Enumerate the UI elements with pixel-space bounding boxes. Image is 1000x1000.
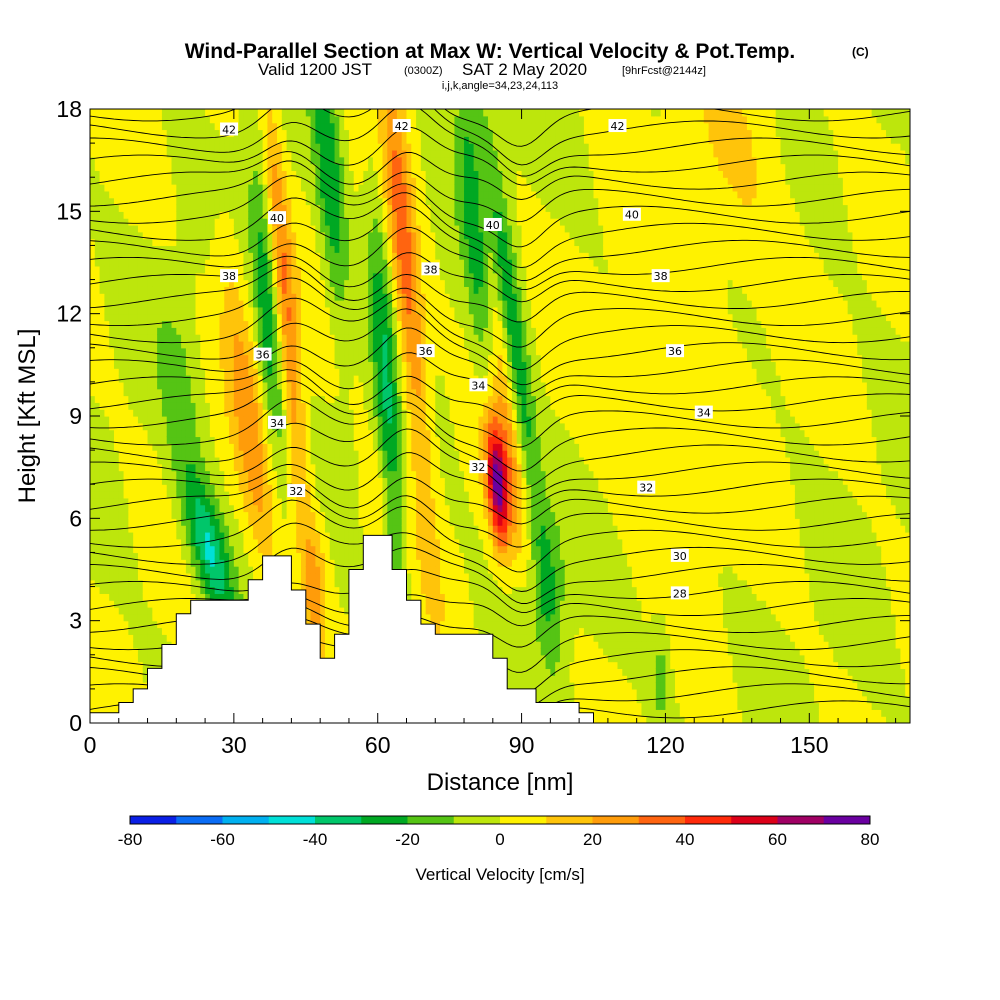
contour-label: 30 xyxy=(670,548,689,563)
contour-label-text: 38 xyxy=(654,270,668,283)
colorbar-swatch xyxy=(268,816,316,824)
y-tick-label: 3 xyxy=(69,608,82,634)
contour-label-text: 28 xyxy=(673,587,687,600)
colorbar-swatch xyxy=(407,816,455,824)
contour-label: 40 xyxy=(268,211,287,225)
contour-label-text: 34 xyxy=(270,417,284,430)
colorbar-label: Vertical Velocity [cm/s] xyxy=(415,865,584,884)
contour-label-text: 40 xyxy=(625,209,639,222)
svg-text:(0300Z): (0300Z) xyxy=(404,65,443,77)
contour-label: 34 xyxy=(469,378,488,392)
x-tick-label: 30 xyxy=(221,732,247,758)
contour-label-text: 32 xyxy=(639,482,653,495)
y-tick-label: 15 xyxy=(56,198,82,224)
chart-title: Wind-Parallel Section at Max W: Vertical… xyxy=(185,40,796,63)
contour-label-text: 38 xyxy=(423,263,437,276)
contour-label: 28 xyxy=(670,586,689,600)
y-tick-label: 6 xyxy=(69,505,82,531)
x-tick-label: 0 xyxy=(84,732,97,758)
contour-label: 42 xyxy=(220,122,239,136)
contour-label-text: 42 xyxy=(395,120,409,133)
x-tick-label: 60 xyxy=(365,732,391,758)
svg-text:Valid 1200 JST: Valid 1200 JST xyxy=(258,60,372,79)
x-tick-label: 150 xyxy=(790,732,828,758)
colorbar-tick-label: -40 xyxy=(303,830,328,849)
contour-label: 32 xyxy=(469,460,488,474)
colorbar-tick-label: -20 xyxy=(395,830,420,849)
colorbar-tick-label: -80 xyxy=(118,830,143,849)
y-axis-label: Height [Kft MSL] xyxy=(14,329,41,504)
y-tick-label: 18 xyxy=(56,96,82,122)
contour-label: 36 xyxy=(666,344,685,358)
colorbar-tick-label: 0 xyxy=(495,830,504,849)
colorbar-swatch xyxy=(546,816,593,824)
contour-label: 40 xyxy=(622,207,641,222)
x-tick-label: 90 xyxy=(509,732,535,758)
colorbar-swatch xyxy=(361,816,408,824)
colorbar-swatch xyxy=(823,816,871,824)
x-tick-label: 120 xyxy=(646,732,684,758)
colorbar-swatch xyxy=(777,816,825,824)
colorbar-tick-label: 60 xyxy=(768,830,787,849)
contour-label-text: 34 xyxy=(471,379,485,392)
chart-indices: i,j,k,angle=34,23,24,113 xyxy=(442,80,558,92)
contour-label: 32 xyxy=(637,480,656,495)
contour-label: 32 xyxy=(287,484,306,498)
contour-label-text: 40 xyxy=(270,212,284,225)
colorbar-swatch xyxy=(731,816,778,824)
contour-label-text: 36 xyxy=(256,349,270,362)
contour-label-text: 36 xyxy=(668,345,682,358)
contour-label: 34 xyxy=(694,405,713,420)
contour-label: 36 xyxy=(416,344,435,358)
colorbar-tick-label: 40 xyxy=(676,830,695,849)
copyright-mark: (C) xyxy=(852,45,869,59)
contour-label-text: 40 xyxy=(486,219,500,232)
contour-label: 38 xyxy=(651,269,670,283)
colorbar-swatch xyxy=(176,816,223,824)
colorbar-swatch xyxy=(315,816,362,824)
colorbar-tick-label: -60 xyxy=(210,830,235,849)
colorbar-swatch xyxy=(130,816,177,824)
contour-label-text: 30 xyxy=(673,550,687,563)
svg-text:SAT 2 May 2020: SAT 2 May 2020 xyxy=(462,60,587,79)
colorbar-swatch xyxy=(222,816,270,824)
contour-label-text: 32 xyxy=(289,485,303,498)
chart-subtitle: Valid 1200 JST (0300Z) SAT 2 May 2020 [9… xyxy=(258,60,706,79)
contour-label: 36 xyxy=(253,347,272,362)
contour-label: 42 xyxy=(608,119,627,133)
colorbar-swatch xyxy=(500,816,547,824)
contour-label: 38 xyxy=(421,262,440,276)
colorbar-swatch xyxy=(685,816,732,824)
svg-text:[9hrFcst@2144z]: [9hrFcst@2144z] xyxy=(622,65,706,77)
y-tick-label: 0 xyxy=(69,710,82,736)
contour-label-text: 36 xyxy=(419,345,433,358)
y-tick-label: 9 xyxy=(69,403,82,429)
colorbar-tick-label: 20 xyxy=(583,830,602,849)
contour-label: 34 xyxy=(268,415,287,430)
contour-label: 40 xyxy=(483,217,502,232)
contour-label-text: 42 xyxy=(222,123,236,136)
theta-contour-labels: 42 42 42 40 40 40 38 38 38 36 36 36 34 34 34 32 32 32 30 28 xyxy=(220,119,713,600)
colorbar: -80 -60 -40 -20 0 20 40 60 80 xyxy=(118,815,880,849)
terrain-mask xyxy=(90,534,594,723)
colorbar-tick-label: 80 xyxy=(861,830,880,849)
contour-label-text: 34 xyxy=(697,407,711,420)
y-tick-label: 12 xyxy=(56,301,82,327)
contour-label: 38 xyxy=(220,269,239,283)
contour-label-text: 42 xyxy=(610,120,624,133)
contour-label-text: 38 xyxy=(222,270,236,283)
colorbar-swatch xyxy=(453,816,501,824)
colorbar-frame xyxy=(129,815,871,825)
colorbar-swatch xyxy=(638,816,686,824)
contour-label: 42 xyxy=(392,119,411,133)
colorbar-swatch xyxy=(592,816,640,824)
contour-label-text: 32 xyxy=(471,461,485,474)
x-axis-label: Distance [nm] xyxy=(427,769,574,796)
